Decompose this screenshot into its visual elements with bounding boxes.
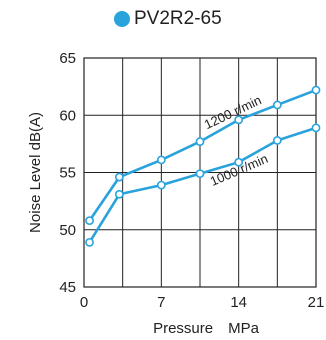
y-axis-label: Noise Level dB(A) (27, 112, 44, 233)
x-tick-label: 21 (308, 294, 325, 311)
title-marker-dot (114, 11, 130, 27)
x-tick-label: 7 (157, 294, 165, 311)
series-label: 1200 r/min (202, 92, 264, 132)
data-point (195, 137, 205, 146)
data-point (156, 180, 166, 190)
data-point (234, 115, 244, 125)
series-line (88, 126, 317, 244)
data-point (311, 123, 321, 133)
data-point (85, 216, 94, 225)
data-point (156, 155, 166, 165)
y-tick-label: 60 (59, 107, 76, 124)
chart-title-group: PV2R2-65 (114, 4, 222, 34)
y-tick-label: 50 (59, 222, 76, 239)
data-point (234, 157, 244, 167)
y-tick-label: 45 (59, 279, 76, 296)
data-point (311, 85, 321, 95)
y-tick-label: 65 (59, 50, 76, 67)
chart-title: PV2R2-65 (134, 8, 222, 29)
data-point (114, 172, 124, 182)
x-tick-labels: 0 7 14 21 (80, 294, 325, 311)
series-line (88, 88, 317, 222)
plot-frame (83, 57, 317, 288)
x-axis-label: Pressure MPa (153, 320, 260, 337)
data-point (272, 100, 282, 110)
x-tick-label: 14 (230, 294, 247, 311)
data-point (272, 136, 282, 145)
y-tick-label: 55 (59, 165, 76, 182)
x-tick-label: 0 (80, 294, 88, 311)
data-point (195, 169, 205, 179)
data-point (85, 237, 94, 247)
y-tick-labels: 45 50 55 60 65 (59, 50, 76, 296)
data-point (114, 189, 124, 199)
